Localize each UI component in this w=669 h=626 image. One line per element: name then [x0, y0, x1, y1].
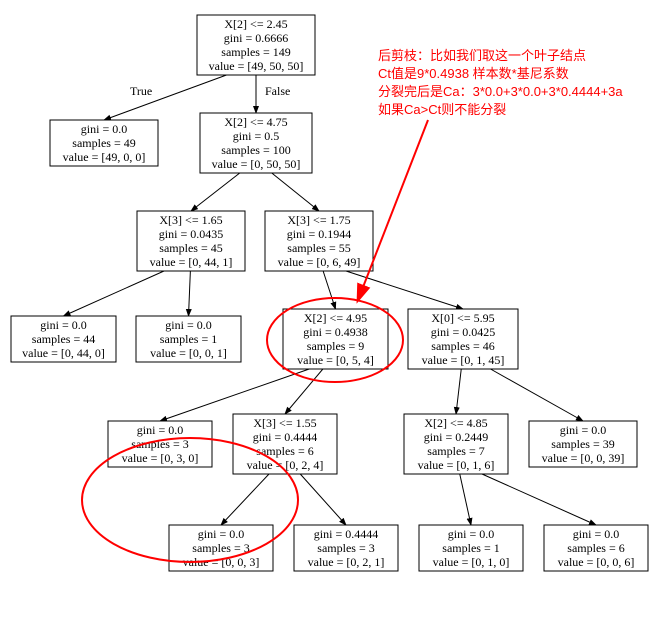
node-text-line: gini = 0.0 [165, 318, 211, 332]
node-text-line: value = [0, 1, 0] [433, 555, 510, 569]
node-text-line: X[2] <= 4.85 [424, 416, 487, 430]
tree-edge [456, 369, 461, 414]
node-text-line: value = [0, 0, 6] [558, 555, 635, 569]
tree-node: X[3] <= 1.65gini = 0.0435samples = 45val… [137, 211, 245, 271]
node-text-line: samples = 149 [221, 45, 290, 59]
node-text-line: gini = 0.0425 [431, 325, 495, 339]
node-text-line: X[3] <= 1.75 [287, 213, 350, 227]
tree-edge [191, 173, 240, 211]
node-text-line: gini = 0.4444 [314, 527, 378, 541]
node-text-line: samples = 39 [551, 437, 614, 451]
tree-node: X[3] <= 1.75gini = 0.1944samples = 55val… [265, 211, 373, 271]
node-text-line: gini = 0.0 [137, 423, 183, 437]
tree-node: X[2] <= 4.75gini = 0.5samples = 100value… [200, 113, 312, 173]
node-text-line: value = [0, 0, 39] [542, 451, 625, 465]
node-text-line: value = [0, 1, 6] [418, 458, 495, 472]
annotation-text: 分裂完后是Ca：3*0.0+3*0.0+3*0.4444+3a [378, 84, 623, 99]
tree-node: X[3] <= 1.55gini = 0.4444samples = 6valu… [233, 414, 337, 474]
tree-edge [64, 271, 165, 316]
tree-node: gini = 0.0samples = 3value = [0, 3, 0] [108, 421, 212, 467]
node-text-line: samples = 45 [159, 241, 222, 255]
annotations-layer: 后剪枝：比如我们取这一个叶子结点 Ct值是9*0.4938 样本数*基尼系数分裂完… [82, 48, 623, 562]
node-text-line: samples = 7 [427, 444, 484, 458]
tree-node: X[2] <= 2.45gini = 0.6666samples = 149va… [197, 15, 315, 75]
node-text-line: value = [0, 6, 49] [278, 255, 361, 269]
tree-edge [323, 271, 335, 309]
node-text-line: X[3] <= 1.55 [253, 416, 316, 430]
node-text-line: samples = 1 [160, 332, 217, 346]
node-text-line: samples = 3 [317, 541, 374, 555]
tree-node: X[2] <= 4.85gini = 0.2449samples = 7valu… [404, 414, 508, 474]
node-text-line: value = [49, 0, 0] [63, 150, 146, 164]
node-text-line: gini = 0.0 [198, 527, 244, 541]
annotation-text: Ct值是9*0.4938 样本数*基尼系数 [378, 66, 569, 81]
node-text-line: samples = 55 [287, 241, 350, 255]
node-text-line: gini = 0.0 [573, 527, 619, 541]
tree-node: gini = 0.0samples = 49value = [49, 0, 0] [50, 120, 158, 166]
node-text-line: X[3] <= 1.65 [159, 213, 222, 227]
tree-edge [221, 474, 269, 525]
tree-node: X[2] <= 4.95gini = 0.4938samples = 9valu… [283, 309, 388, 369]
annotation-text: 后剪枝：比如我们取这一个叶子结点 [378, 48, 586, 63]
node-text-line: gini = 0.0 [40, 318, 86, 332]
node-text-line: value = [49, 50, 50] [209, 59, 304, 73]
node-text-line: gini = 0.1944 [287, 227, 351, 241]
edge-label: True [130, 84, 152, 98]
node-text-line: gini = 0.0435 [159, 227, 223, 241]
node-text-line: value = [0, 50, 50] [212, 157, 301, 171]
node-text-line: samples = 44 [32, 332, 95, 346]
tree-edge [482, 474, 596, 525]
node-text-line: gini = 0.0 [81, 122, 127, 136]
node-text-line: samples = 9 [307, 339, 364, 353]
decision-tree-diagram: TrueFalse X[2] <= 2.45gini = 0.6666sampl… [0, 0, 669, 626]
tree-node: gini = 0.0samples = 1value = [0, 0, 1] [136, 316, 241, 362]
node-text-line: samples = 100 [221, 143, 290, 157]
node-text-line: gini = 0.4444 [253, 430, 317, 444]
node-text-line: X[2] <= 2.45 [224, 17, 287, 31]
node-text-line: value = [0, 44, 0] [22, 346, 105, 360]
node-text-line: gini = 0.6666 [224, 31, 288, 45]
node-text-line: gini = 0.0 [560, 423, 606, 437]
annotation-arrow [358, 120, 428, 300]
node-text-line: X[2] <= 4.75 [224, 115, 287, 129]
tree-node: gini = 0.4444samples = 3value = [0, 2, 1… [294, 525, 398, 571]
node-text-line: samples = 49 [72, 136, 135, 150]
node-text-line: samples = 1 [442, 541, 499, 555]
node-text-line: value = [0, 3, 0] [122, 451, 199, 465]
node-text-line: gini = 0.0 [448, 527, 494, 541]
node-text-line: value = [0, 1, 45] [422, 353, 505, 367]
node-text-line: gini = 0.5 [233, 129, 279, 143]
node-text-line: samples = 6 [567, 541, 624, 555]
node-text-line: gini = 0.2449 [424, 430, 488, 444]
tree-node: gini = 0.0samples = 6value = [0, 0, 6] [544, 525, 648, 571]
node-text-line: value = [0, 2, 1] [308, 555, 385, 569]
tree-edge [460, 474, 471, 525]
node-text-line: samples = 46 [431, 339, 494, 353]
tree-node: X[0] <= 5.95gini = 0.0425samples = 46val… [408, 309, 518, 369]
tree-edge [189, 271, 191, 316]
node-text-line: X[2] <= 4.95 [304, 311, 367, 325]
tree-node: gini = 0.0samples = 1value = [0, 1, 0] [419, 525, 523, 571]
edge-label: False [265, 84, 290, 98]
node-text-line: gini = 0.4938 [303, 325, 367, 339]
node-text-line: samples = 3 [192, 541, 249, 555]
node-text-line: X[0] <= 5.95 [431, 311, 494, 325]
tree-edge [160, 369, 309, 421]
tree-edge [272, 173, 319, 211]
tree-edge [300, 474, 346, 525]
node-text-line: value = [0, 5, 4] [297, 353, 374, 367]
node-text-line: value = [0, 44, 1] [150, 255, 233, 269]
annotation-text: 如果Ca>Ct则不能分裂 [378, 102, 506, 117]
node-text-line: value = [0, 0, 1] [150, 346, 227, 360]
tree-node: gini = 0.0samples = 39value = [0, 0, 39] [529, 421, 637, 467]
tree-node: gini = 0.0samples = 44value = [0, 44, 0] [11, 316, 116, 362]
tree-edge [346, 271, 463, 309]
tree-edge [491, 369, 584, 421]
